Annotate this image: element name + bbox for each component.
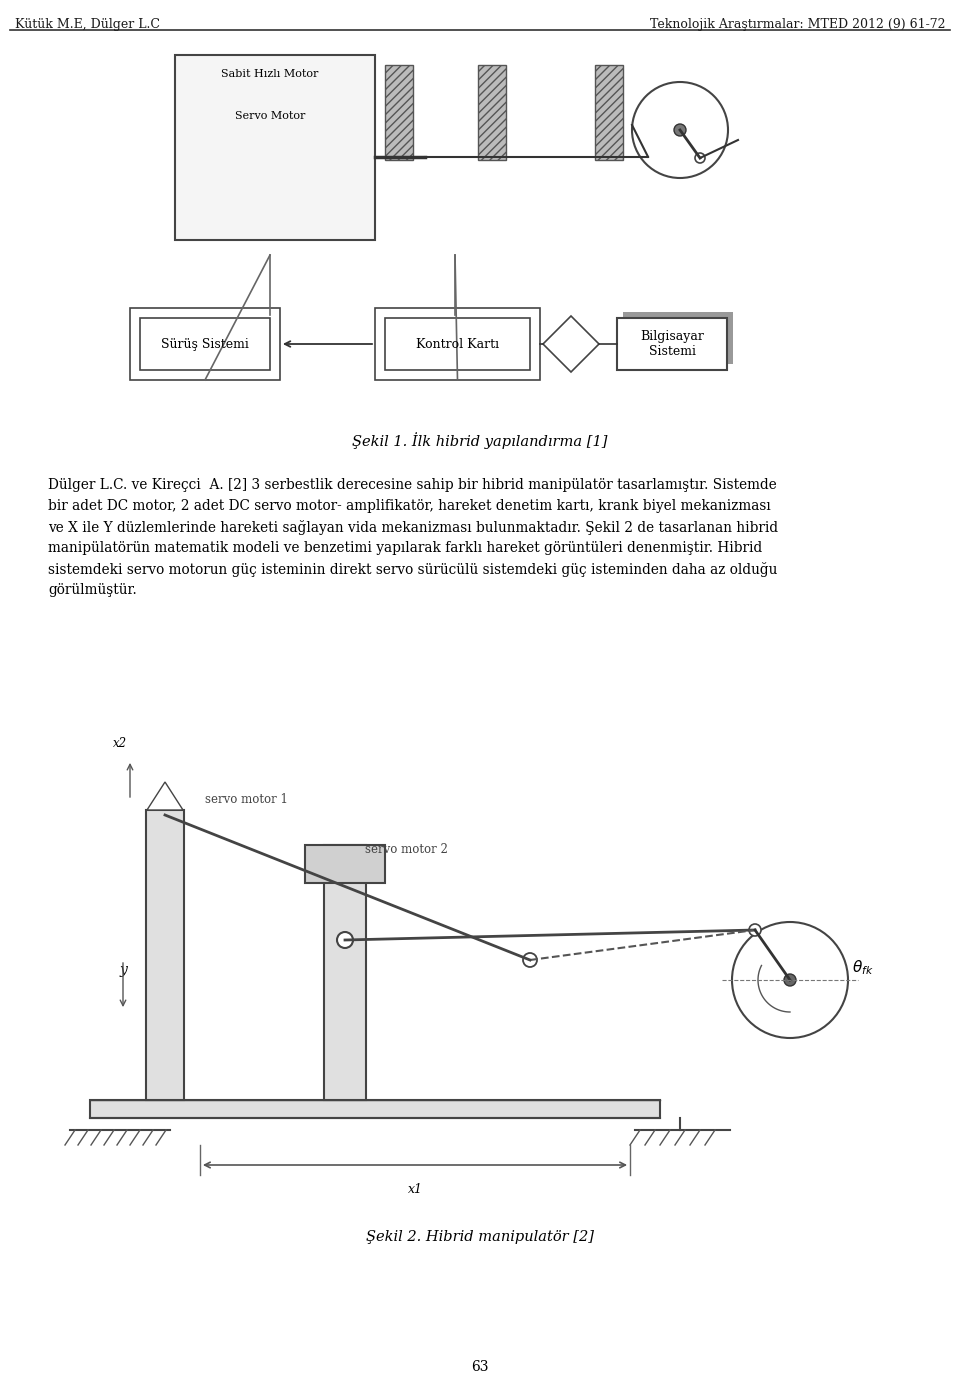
Text: $\theta_{fk}$: $\theta_{fk}$ [852,959,874,977]
FancyBboxPatch shape [324,844,366,1100]
FancyBboxPatch shape [478,65,506,160]
Polygon shape [147,782,183,810]
Text: servo motor 2: servo motor 2 [365,843,448,855]
FancyBboxPatch shape [90,1100,660,1118]
Text: Teknolojik Araştırmalar: MTED 2012 (9) 61-72: Teknolojik Araştırmalar: MTED 2012 (9) 6… [650,18,945,30]
Text: Şekil 1. İlk hibrid yapılandırma [1]: Şekil 1. İlk hibrid yapılandırma [1] [352,433,608,449]
FancyBboxPatch shape [305,844,385,883]
FancyBboxPatch shape [175,55,375,240]
FancyBboxPatch shape [385,65,413,160]
Text: x1: x1 [407,1183,422,1195]
Circle shape [749,925,761,936]
Text: Bilgisayar
Sistemi: Bilgisayar Sistemi [640,330,704,358]
Circle shape [337,931,353,948]
FancyBboxPatch shape [595,65,623,160]
FancyBboxPatch shape [385,318,530,370]
Text: Kontrol Kartı: Kontrol Kartı [416,337,499,351]
Polygon shape [543,316,599,372]
FancyBboxPatch shape [623,312,733,363]
Text: x2: x2 [113,737,127,750]
Text: manipülatörün matematik modeli ve benzetimi yapılarak farklı hareket görüntüleri: manipülatörün matematik modeli ve benzet… [48,540,762,556]
Text: sistemdeki servo motorun güç isteminin direkt servo sürücülü sistemdeki güç iste: sistemdeki servo motorun güç isteminin d… [48,562,778,578]
FancyBboxPatch shape [146,810,184,1100]
Circle shape [674,124,686,135]
FancyBboxPatch shape [210,58,330,90]
FancyBboxPatch shape [140,318,270,370]
Text: Sabit Hızlı Motor: Sabit Hızlı Motor [222,69,319,79]
Text: Şekil 2. Hibrid manipulatör [2]: Şekil 2. Hibrid manipulatör [2] [366,1230,594,1244]
Circle shape [784,974,796,985]
Circle shape [695,153,705,163]
Text: 63: 63 [471,1360,489,1374]
FancyBboxPatch shape [617,318,727,370]
Text: bir adet DC motor, 2 adet DC servo motor- amplifikatör, hareket denetim kartı, k: bir adet DC motor, 2 adet DC servo motor… [48,499,771,513]
Text: Dülger L.C. ve Kireçci  A. [2] 3 serbestlik derecesine sahip bir hibrid manipüla: Dülger L.C. ve Kireçci A. [2] 3 serbestl… [48,478,777,492]
Text: servo motor 1: servo motor 1 [205,793,288,806]
FancyBboxPatch shape [210,100,330,133]
Circle shape [523,954,537,967]
Text: y: y [119,963,127,977]
Text: ve X ile Y düzlemlerinde hareketi sağlayan vida mekanizması bulunmaktadır. Şekil: ve X ile Y düzlemlerinde hareketi sağlay… [48,520,779,535]
Text: Servo Motor: Servo Motor [235,111,305,122]
Text: Sürüş Sistemi: Sürüş Sistemi [161,337,249,351]
Text: görülmüştür.: görülmüştür. [48,583,136,597]
Text: Kütük M.E, Dülger L.C: Kütük M.E, Dülger L.C [15,18,160,30]
